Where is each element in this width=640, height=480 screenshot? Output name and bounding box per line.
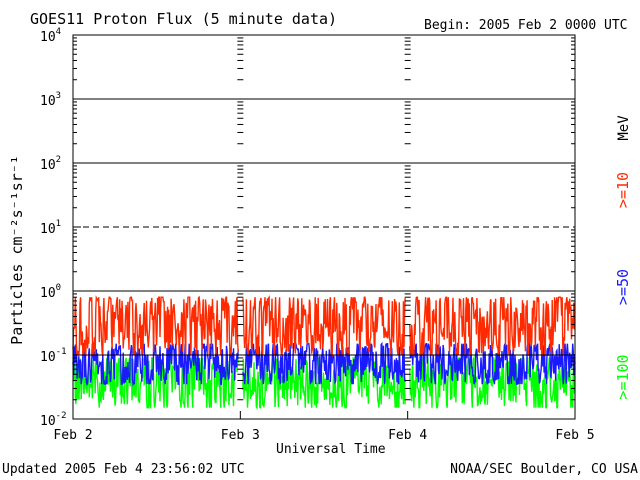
y-tick-label: 100 <box>40 283 61 301</box>
y-tick-label: 102 <box>40 155 61 173</box>
series-line-10 <box>72 294 576 358</box>
legend-label: >=10 <box>614 172 632 208</box>
y-tick-labels: 10-2 10-1 100 101 102 103 104 <box>40 27 81 429</box>
legend-unit: MeV <box>616 115 632 141</box>
y-tick-label: 101 <box>40 219 61 237</box>
x-tick-labels: Feb 2 Feb 3 Feb 4 Feb 5 <box>53 411 595 443</box>
legend-label: >=100 <box>614 354 632 399</box>
y-tick-label: 104 <box>40 27 61 45</box>
y-tick-label: 103 <box>40 91 61 109</box>
series-layer <box>72 294 576 411</box>
grid-layer <box>73 37 575 401</box>
x-tick-label: Feb 4 <box>388 428 427 443</box>
x-tick-label: Feb 2 <box>53 428 92 443</box>
chart-title: GOES11 Proton Flux (5 minute data) <box>30 10 337 28</box>
y-tick-label: 10-1 <box>40 347 67 365</box>
x-tick-label: Feb 3 <box>221 428 260 443</box>
series-line-50 <box>72 341 576 387</box>
y-axis-label: Particles cm⁻²s⁻¹sr⁻¹ <box>8 155 26 345</box>
x-axis-label: Universal Time <box>276 442 386 457</box>
y-tick-label: 10-2 <box>40 411 67 429</box>
legend: MeV >=10 >=50 >=100 <box>614 115 632 400</box>
source-credit: NOAA/SEC Boulder, CO USA <box>450 462 638 477</box>
legend-label: >=50 <box>614 269 632 305</box>
begin-label: Begin: 2005 Feb 2 0000 UTC <box>424 18 628 33</box>
updated-timestamp: Updated 2005 Feb 4 23:56:02 UTC <box>2 462 245 477</box>
x-tick-label: Feb 5 <box>555 428 594 443</box>
